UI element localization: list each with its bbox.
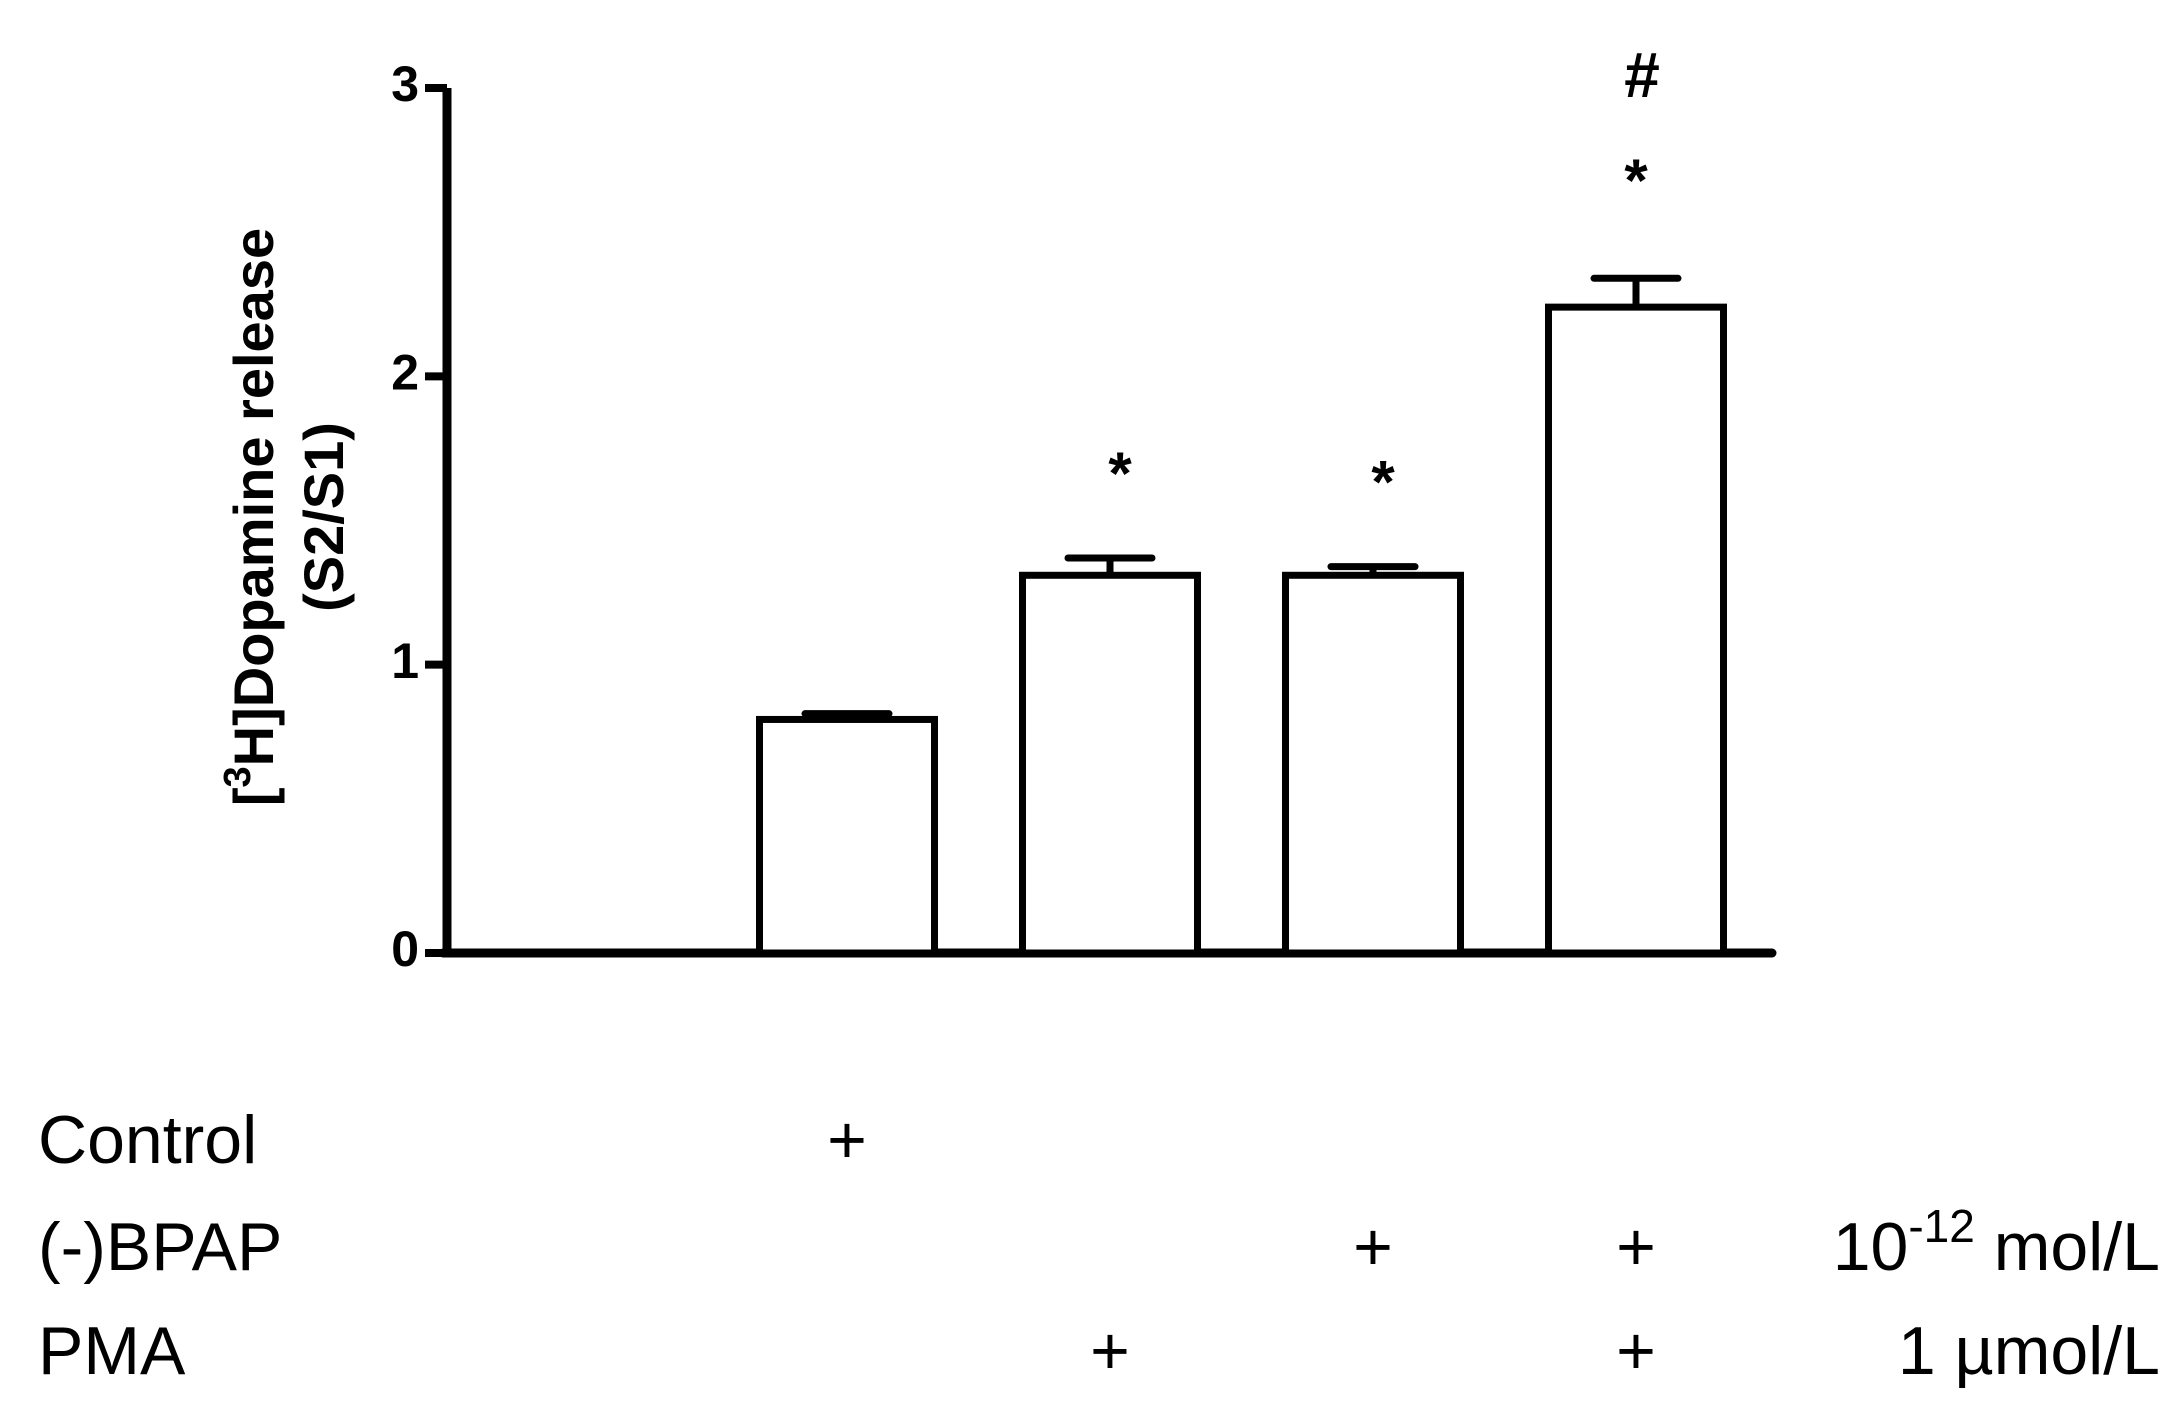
- bar: [1545, 303, 1727, 957]
- treatment-mark: +: [1353, 1209, 1393, 1285]
- dose-label: 10-12 mol/L: [1833, 1200, 2160, 1285]
- y-label-line1: [3H]Dopamine release: [217, 228, 285, 806]
- dose-part: mol/L: [1975, 1209, 2160, 1285]
- treatment-label: Control: [38, 1102, 257, 1178]
- dose-part: -12: [1908, 1200, 1974, 1252]
- y-label-line2: (S2/S1): [292, 422, 355, 612]
- treatment-mark: +: [1090, 1313, 1130, 1389]
- significance-mark: *: [1371, 448, 1395, 515]
- y-tick-label: 3: [391, 56, 419, 112]
- dose-label: 1 µmol/L: [1898, 1313, 2160, 1389]
- treatment-label: PMA: [38, 1313, 186, 1389]
- significance-mark: *: [1624, 147, 1648, 214]
- dose-part: 1 µmol/L: [1898, 1313, 2160, 1389]
- y-tick-label: 2: [391, 345, 419, 401]
- y-label-sup: 3: [217, 766, 259, 787]
- significance-mark: *: [1108, 440, 1132, 507]
- treatment-label: (-)BPAP: [38, 1209, 282, 1285]
- bar: [1282, 571, 1464, 957]
- bar: [1019, 571, 1201, 957]
- y-label-part: H]Dopamine release: [222, 228, 285, 766]
- treatment-mark: +: [1616, 1313, 1656, 1389]
- significance-mark: #: [1624, 39, 1660, 111]
- y-label-part: [: [222, 787, 285, 806]
- y-axis-label: [3H]Dopamine release (S2/S1): [217, 228, 355, 806]
- treatment-mark: +: [1616, 1209, 1656, 1285]
- treatment-mark: +: [827, 1102, 867, 1178]
- bar: [756, 715, 938, 957]
- y-tick-label: 0: [391, 921, 419, 977]
- dose-part: 10: [1833, 1209, 1909, 1285]
- y-tick-label: 1: [391, 633, 419, 689]
